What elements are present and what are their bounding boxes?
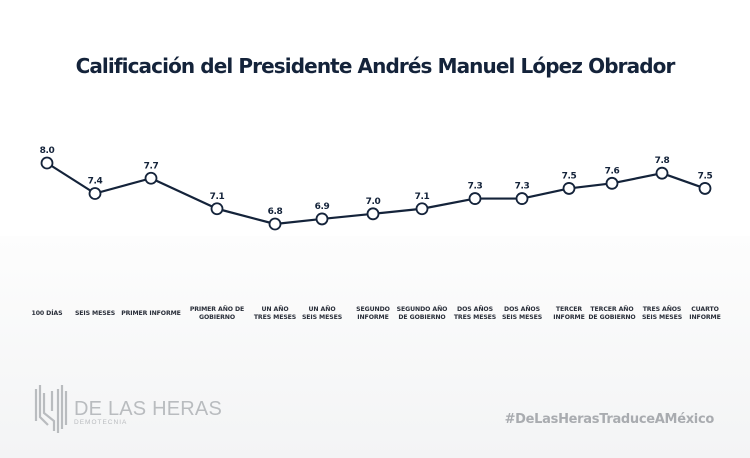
line-segment <box>611 172 663 185</box>
data-point <box>88 187 102 200</box>
x-tick-label: UN AÑO SEIS MESES <box>301 306 343 321</box>
x-tick-label: SEGUNDO AÑO DE GOBIERNO <box>396 306 448 321</box>
data-point <box>468 192 482 205</box>
x-tick-label: DOS AÑOS TRES MESES <box>453 306 497 321</box>
logo-name: DE LAS HERAS <box>74 398 223 420</box>
data-label: 8.0 <box>40 146 55 156</box>
data-label: 6.8 <box>268 207 283 217</box>
data-point <box>366 207 380 221</box>
x-tick-label: 100 DÍAS <box>31 310 63 317</box>
data-label: 7.5 <box>698 171 713 181</box>
x-tick-label: SEIS MESES <box>74 310 116 317</box>
data-point <box>315 212 329 226</box>
line-segment <box>94 177 152 195</box>
line-segment <box>421 197 476 210</box>
data-point <box>605 176 619 190</box>
data-point <box>655 166 669 180</box>
data-label: 7.7 <box>144 161 159 171</box>
data-label: 7.1 <box>415 192 430 202</box>
x-tick-label: UN AÑO TRES MESES <box>253 306 297 321</box>
line-segment <box>150 177 218 210</box>
data-point <box>562 182 576 195</box>
hashtag: #DeLasHerasTraduceAMéxico <box>504 412 715 427</box>
data-point <box>40 156 54 170</box>
data-point <box>415 202 429 216</box>
x-tick-label: TERCER AÑO DE GOBIERNO <box>588 306 636 321</box>
line-segment <box>216 207 276 226</box>
data-label: 7.0 <box>366 197 381 207</box>
chart-title: Calificación del Presidente Andrés Manue… <box>75 54 676 78</box>
data-point <box>698 182 712 195</box>
line-segment <box>321 212 374 221</box>
data-point <box>144 171 158 185</box>
data-point <box>268 217 282 231</box>
data-label: 7.3 <box>515 182 530 192</box>
line-segment <box>372 207 423 215</box>
data-label: 7.4 <box>88 177 103 187</box>
x-tick-label: TERCER INFORME <box>553 306 585 321</box>
data-label: 6.9 <box>315 202 330 212</box>
x-tick-label: PRIMER AÑO DE GOBIERNO <box>189 306 245 321</box>
data-label: 7.3 <box>468 182 483 192</box>
x-tick-label: CUARTO INFORME <box>689 306 721 321</box>
line-segment <box>661 172 706 190</box>
line-segment <box>521 187 570 200</box>
data-label: 7.1 <box>210 192 225 202</box>
x-tick-label: TRES AÑOS SEIS MESES <box>641 306 683 321</box>
data-label: 7.8 <box>655 156 670 166</box>
data-point <box>210 202 224 216</box>
data-label: 7.6 <box>605 166 620 176</box>
line-segment <box>274 217 323 226</box>
x-tick-label: PRIMER INFORME <box>121 310 181 317</box>
data-label: 7.5 <box>562 171 577 181</box>
background-panel <box>0 236 750 458</box>
line-segment <box>568 182 613 190</box>
line-segment <box>46 162 96 195</box>
logo-subtitle: DEMOTECNIA <box>74 419 128 426</box>
data-point <box>515 192 529 205</box>
de-las-heras-logo-icon <box>34 385 68 433</box>
x-tick-label: SEGUNDO INFORME <box>356 306 390 321</box>
x-tick-label: DOS AÑOS SEIS MESES <box>501 306 543 321</box>
